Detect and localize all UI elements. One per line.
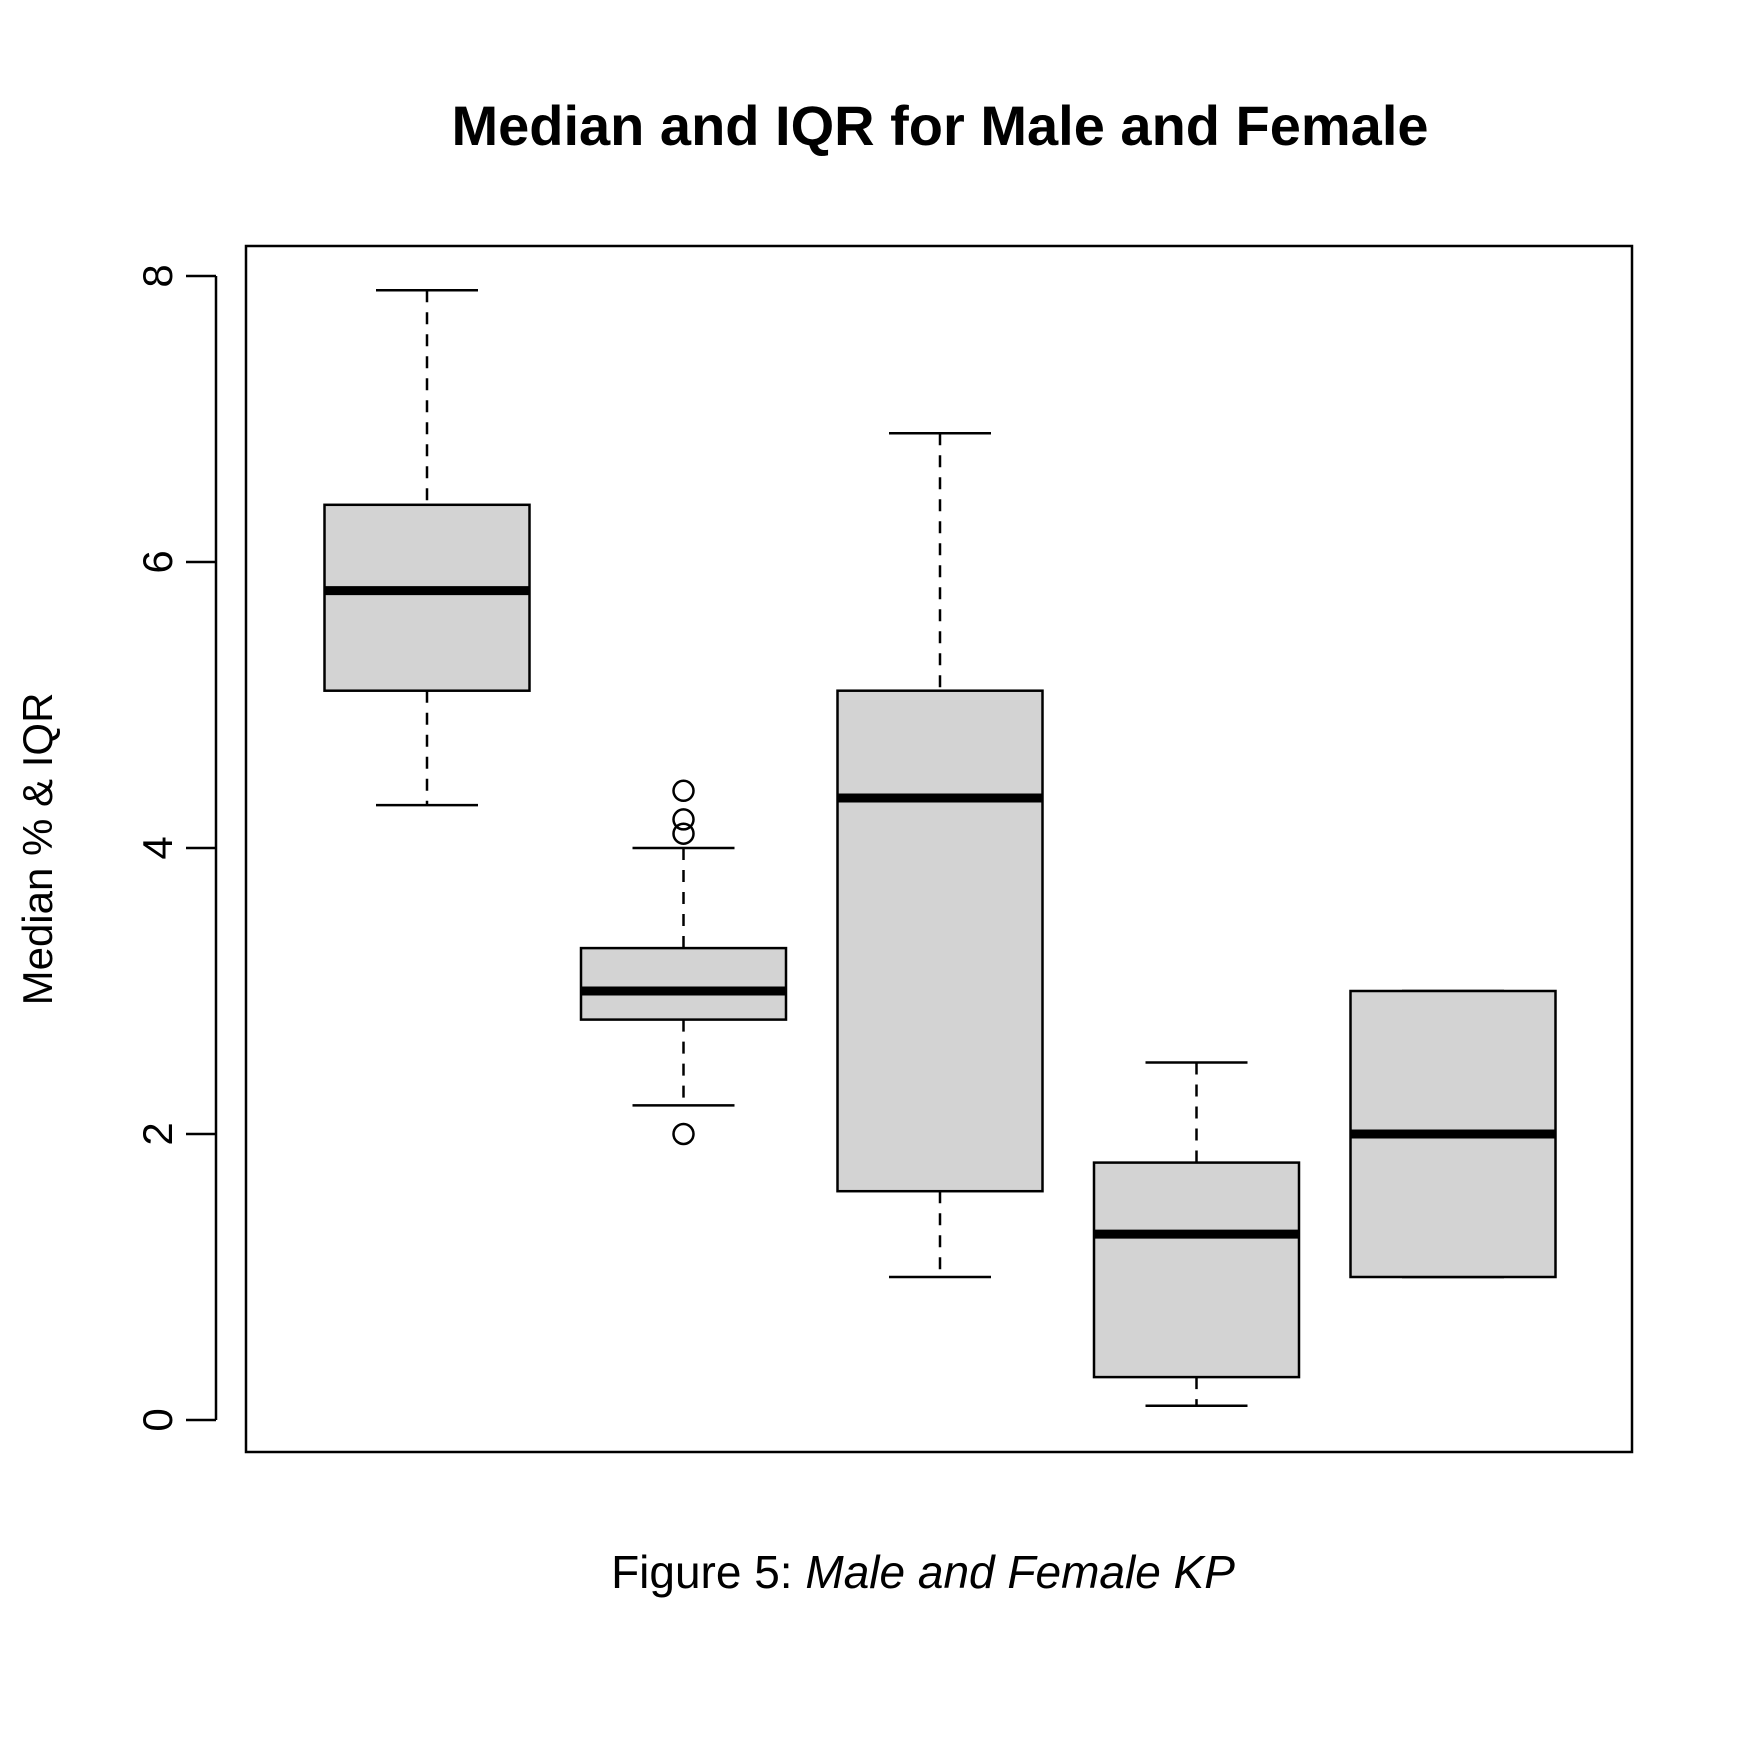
iqr-box xyxy=(1092,1161,1301,1379)
y-axis: 0 2 4 6 8 xyxy=(134,264,218,1432)
iqr-box xyxy=(836,689,1044,1193)
plot-frame xyxy=(244,244,1634,1454)
box-group xyxy=(1349,989,1557,1279)
outlier-point xyxy=(672,822,695,845)
caption-italic: Male and Female KP xyxy=(805,1546,1235,1598)
y-tick-label: 2 xyxy=(134,1122,181,1145)
iqr-box xyxy=(323,503,531,692)
y-axis-label: Median % & IQR xyxy=(14,693,61,1006)
iqr-box xyxy=(579,946,788,1021)
y-tick-label: 8 xyxy=(134,264,181,287)
outlier-point xyxy=(672,808,695,831)
chart-title: Median and IQR for Male and Female xyxy=(451,94,1428,157)
box-group xyxy=(323,289,531,807)
box-group xyxy=(1092,1061,1301,1407)
boxes xyxy=(323,289,1557,1407)
box-group xyxy=(579,779,788,1146)
caption-prefix: Figure 5: xyxy=(611,1546,805,1598)
box-group xyxy=(836,432,1044,1279)
outlier-point xyxy=(672,779,695,803)
y-tick-label: 0 xyxy=(134,1408,181,1431)
figure-caption: Figure 5: Male and Female KP xyxy=(611,1546,1235,1598)
y-tick-label: 6 xyxy=(134,550,181,573)
y-tick-label: 4 xyxy=(134,836,181,859)
outlier-point xyxy=(672,1122,695,1146)
